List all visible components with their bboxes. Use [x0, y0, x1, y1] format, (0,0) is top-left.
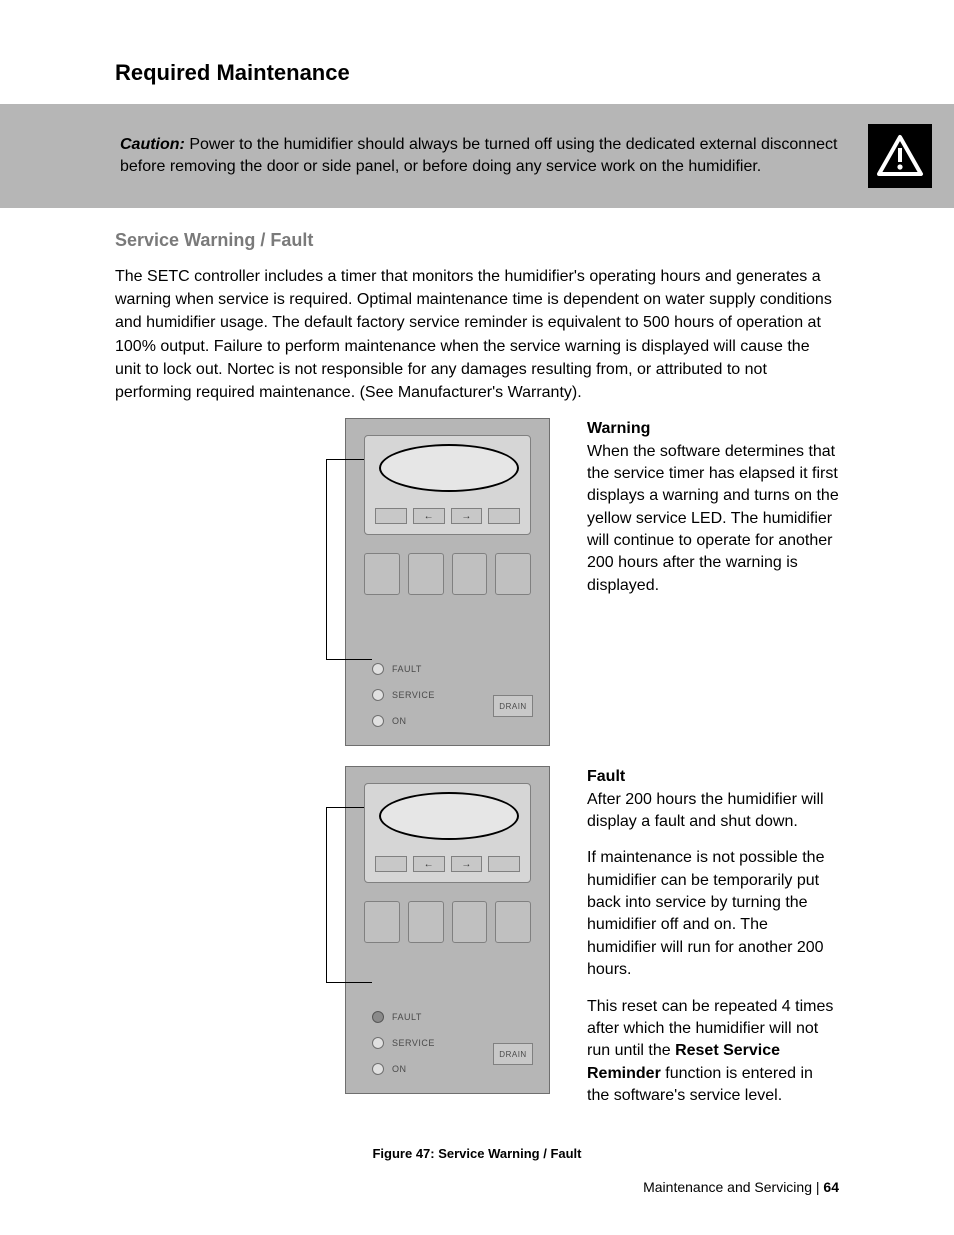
- membrane-button[interactable]: [408, 901, 444, 943]
- membrane-button[interactable]: [495, 901, 531, 943]
- fault-title: Fault: [587, 768, 625, 785]
- on-led-label: ON: [392, 1064, 407, 1074]
- fault-p2: If maintenance is not possible the humid…: [587, 847, 839, 981]
- service-led-row: SERVICE: [372, 1037, 435, 1049]
- led-column: FAULT SERVICE ON: [372, 663, 435, 727]
- warning-row: FAULT SERVICE ON DRAIN Warning When the s…: [115, 418, 839, 746]
- drain-button[interactable]: DRAIN: [493, 1043, 533, 1065]
- service-led-label: SERVICE: [392, 690, 435, 700]
- fault-led-icon: [372, 663, 384, 675]
- fault-led-label: FAULT: [392, 1012, 422, 1022]
- callout-line: [326, 807, 364, 808]
- caution-bar: Caution: Power to the humidifier should …: [0, 104, 954, 208]
- lcd-buttons: [375, 856, 520, 872]
- left-arrow-button[interactable]: [413, 856, 445, 872]
- caution-text: Caution: Power to the humidifier should …: [120, 134, 848, 177]
- fault-panel-col: FAULT SERVICE ON DRAIN: [345, 766, 567, 1094]
- soft-key-1[interactable]: [375, 508, 407, 524]
- service-led-icon: [372, 689, 384, 701]
- on-led-icon: [372, 715, 384, 727]
- footer-page: 64: [823, 1179, 839, 1195]
- warning-icon: [868, 124, 932, 188]
- warning-description: Warning When the software determines that…: [587, 418, 839, 611]
- warning-panel-col: FAULT SERVICE ON DRAIN: [345, 418, 567, 746]
- section-intro: The SETC controller includes a timer tha…: [115, 265, 839, 404]
- drain-button[interactable]: DRAIN: [493, 695, 533, 717]
- membrane-button[interactable]: [364, 901, 400, 943]
- service-led-row: SERVICE: [372, 689, 435, 701]
- caution-label: Caution:: [120, 136, 185, 153]
- lcd-buttons: [375, 508, 520, 524]
- footer-section: Maintenance and Servicing: [643, 1179, 812, 1195]
- footer-sep: |: [812, 1179, 823, 1195]
- fault-led-row: FAULT: [372, 1011, 435, 1023]
- on-led-icon: [372, 1063, 384, 1075]
- warning-text: When the software determines that the se…: [587, 443, 839, 594]
- soft-key-4[interactable]: [488, 508, 520, 524]
- membrane-buttons: [364, 901, 531, 943]
- lcd-frame: [364, 783, 531, 883]
- page-title: Required Maintenance: [0, 0, 954, 104]
- device-panel-fault: FAULT SERVICE ON DRAIN: [345, 766, 550, 1094]
- section-subheading: Service Warning / Fault: [115, 230, 839, 251]
- page-footer: Maintenance and Servicing | 64: [643, 1179, 839, 1195]
- service-led-label: SERVICE: [392, 1038, 435, 1048]
- membrane-button[interactable]: [364, 553, 400, 595]
- fault-led-row: FAULT: [372, 663, 435, 675]
- membrane-button[interactable]: [495, 553, 531, 595]
- led-column: FAULT SERVICE ON: [372, 1011, 435, 1075]
- on-led-row: ON: [372, 715, 435, 727]
- callout-line: [326, 982, 372, 983]
- panels-wrap: FAULT SERVICE ON DRAIN Warning When the s…: [115, 418, 839, 1160]
- soft-key-4[interactable]: [488, 856, 520, 872]
- device-panel-warning: FAULT SERVICE ON DRAIN: [345, 418, 550, 746]
- warning-title: Warning: [587, 420, 650, 437]
- soft-key-1[interactable]: [375, 856, 407, 872]
- left-arrow-button[interactable]: [413, 508, 445, 524]
- figure-caption: Figure 47: Service Warning / Fault: [115, 1146, 839, 1161]
- lcd-display: [379, 444, 519, 492]
- right-arrow-button[interactable]: [451, 856, 483, 872]
- right-arrow-button[interactable]: [451, 508, 483, 524]
- membrane-button[interactable]: [452, 553, 488, 595]
- service-led-icon: [372, 1037, 384, 1049]
- on-led-label: ON: [392, 716, 407, 726]
- on-led-row: ON: [372, 1063, 435, 1075]
- membrane-button[interactable]: [452, 901, 488, 943]
- callout-line: [326, 459, 364, 460]
- membrane-buttons: [364, 553, 531, 595]
- callout-line: [326, 659, 372, 660]
- callout-line: [326, 807, 327, 982]
- fault-p1: After 200 hours the humidifier will disp…: [587, 791, 824, 830]
- membrane-button[interactable]: [408, 553, 444, 595]
- fault-led-icon: [372, 1011, 384, 1023]
- fault-led-label: FAULT: [392, 664, 422, 674]
- content-area: Service Warning / Fault The SETC control…: [0, 208, 954, 1161]
- callout-line: [326, 459, 327, 659]
- caution-body: Power to the humidifier should always be…: [120, 136, 837, 175]
- lcd-frame: [364, 435, 531, 535]
- fault-row: FAULT SERVICE ON DRAIN Fault After 200 ho…: [115, 766, 839, 1121]
- fault-description: Fault After 200 hours the humidifier will…: [587, 766, 839, 1121]
- lcd-display: [379, 792, 519, 840]
- fault-p3: This reset can be repeated 4 times after…: [587, 996, 839, 1108]
